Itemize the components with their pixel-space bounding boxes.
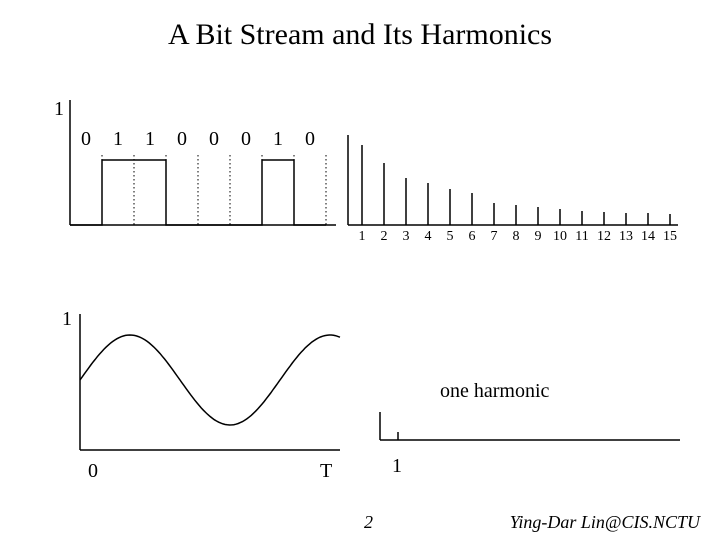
one-harmonic-chart (0, 0, 720, 540)
author-credit: Ying-Dar Lin@CIS.NCTU (510, 512, 700, 533)
one-harmonic-x-label: 1 (392, 455, 402, 478)
page-number: 2 (364, 512, 373, 533)
